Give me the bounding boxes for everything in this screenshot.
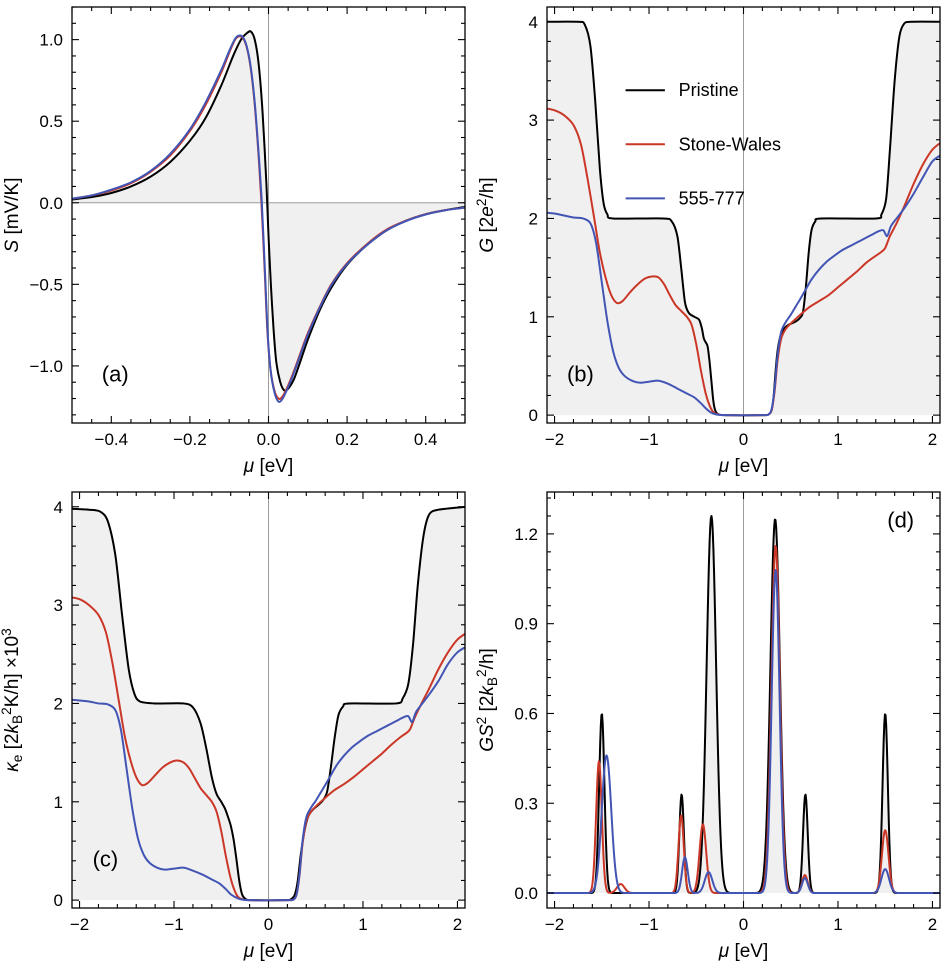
y-tick-label: 4 — [54, 498, 63, 517]
panel-c: −2 −1 0 1 2 0 1 2 3 4 μ [eV] κe [2kB2K/h] ×103 (c) — [0, 485, 475, 970]
x-tick-label: 1 — [833, 915, 842, 934]
x-tick-label: 0 — [739, 915, 748, 934]
legend-label-pristine: Pristine — [679, 80, 739, 100]
legend: Pristine Stone-Wales 555-777 — [625, 80, 781, 208]
y-tick-label: 1 — [54, 793, 63, 812]
x-tick-label: −2 — [70, 915, 89, 934]
x-axis-label: μ [eV] — [718, 456, 769, 477]
y-tick-label: 0.0 — [514, 884, 538, 903]
y-tick-label: 3 — [529, 111, 538, 130]
y-tick-label: 1 — [529, 308, 538, 327]
x-tick-label: 0 — [264, 915, 273, 934]
legend-item-pristine: Pristine — [625, 80, 739, 100]
x-tick-label: 2 — [928, 915, 937, 934]
panel-tag: (a) — [102, 361, 129, 386]
y-tick-label: −0.5 — [29, 275, 63, 294]
x-tick-label: −0.4 — [95, 430, 129, 449]
panel-b: −2 −1 0 1 2 0 1 2 3 4 μ [eV] G [2e2/h] (b) Pristine St… — [475, 0, 950, 485]
y-tick-label: 1.0 — [39, 31, 63, 50]
y-tick-label: 3 — [54, 596, 63, 615]
y-tick-label: 0.9 — [514, 615, 538, 634]
y-axis-label: S [mV/K] — [2, 178, 23, 253]
y-tick-label: 0 — [529, 406, 538, 425]
axis-ticks — [71, 6, 466, 423]
series-line-555-777 — [547, 154, 940, 417]
x-tick-label: −2 — [545, 915, 564, 934]
y-tick-label: 0.0 — [39, 194, 63, 213]
pristine-fill-area — [72, 506, 465, 901]
x-tick-label: 0.0 — [257, 430, 281, 449]
x-tick-label: −1 — [639, 915, 658, 934]
x-tick-label: 0.2 — [335, 430, 359, 449]
axis-ticks — [72, 492, 465, 908]
y-axis-label: GS2 [2kB2/h] — [475, 648, 500, 752]
x-tick-label: 1 — [358, 915, 367, 934]
series-line-555-777 — [547, 568, 940, 895]
series-line-555-777 — [72, 34, 465, 403]
chart-svg-c: −2 −1 0 1 2 0 1 2 3 4 μ [eV] κe [2kB2K/h] ×103 (c) — [0, 491, 466, 962]
x-tick-label: 2 — [928, 430, 937, 449]
legend-label-stone-wales: Stone-Wales — [679, 134, 781, 154]
y-tick-label: 0.3 — [514, 794, 538, 813]
x-tick-label: −1 — [164, 915, 183, 934]
x-tick-label: −2 — [545, 430, 564, 449]
panel-tag: (c) — [93, 846, 119, 871]
y-tick-label: 0.5 — [39, 112, 63, 131]
axis-ticks — [547, 492, 940, 908]
pristine-fill-area — [547, 21, 940, 416]
chart-svg-a: −0.4 −0.2 0.0 0.2 0.4 −1.0 −0.5 0.0 0.5 1.0 μ [eV]… — [2, 6, 466, 477]
panel-d: −2 −1 0 1 2 0.0 0.3 0.6 0.9 1.2 μ [eV] GS2 [2kB2/h]… — [475, 485, 950, 970]
y-axis-label: G [2e2/h] — [475, 177, 498, 252]
x-tick-label: 1 — [833, 430, 842, 449]
y-tick-label: 0 — [54, 891, 63, 910]
y-axis-label: κe [2kB2K/h] ×103 — [0, 628, 25, 772]
x-axis-label: μ [eV] — [243, 456, 294, 477]
chart-svg-d: −2 −1 0 1 2 0.0 0.3 0.6 0.9 1.2 μ [eV] GS2 [2kB2/h]… — [475, 491, 941, 962]
x-tick-label: −0.2 — [173, 430, 207, 449]
y-tick-label: 4 — [529, 13, 538, 32]
y-tick-label: 0.6 — [514, 704, 538, 723]
series-line-555-777 — [72, 646, 465, 902]
x-tick-label: 2 — [453, 915, 462, 934]
panel-tag: (d) — [887, 507, 914, 532]
panel-a: −0.4 −0.2 0.0 0.2 0.4 −1.0 −0.5 0.0 0.5 1.0 μ [eV]… — [0, 0, 475, 485]
y-tick-label: 2 — [54, 694, 63, 713]
panel-tag: (b) — [567, 361, 594, 386]
x-axis-label: μ [eV] — [243, 941, 294, 962]
y-tick-label: −1.0 — [29, 357, 63, 376]
axis-ticks — [547, 7, 940, 423]
x-tick-label: 0.4 — [414, 430, 438, 449]
x-tick-label: 0 — [739, 430, 748, 449]
x-tick-label: −1 — [639, 430, 658, 449]
y-tick-label: 2 — [529, 209, 538, 228]
y-tick-label: 1.2 — [514, 525, 538, 544]
legend-item-stone-wales: Stone-Wales — [625, 134, 781, 154]
chart-svg-b: −2 −1 0 1 2 0 1 2 3 4 μ [eV] G [2e2/h] (b) Pristine St… — [475, 6, 941, 477]
legend-item-555-777: 555-777 — [625, 188, 745, 208]
x-axis-label: μ [eV] — [718, 941, 769, 962]
legend-label-555-777: 555-777 — [679, 188, 745, 208]
